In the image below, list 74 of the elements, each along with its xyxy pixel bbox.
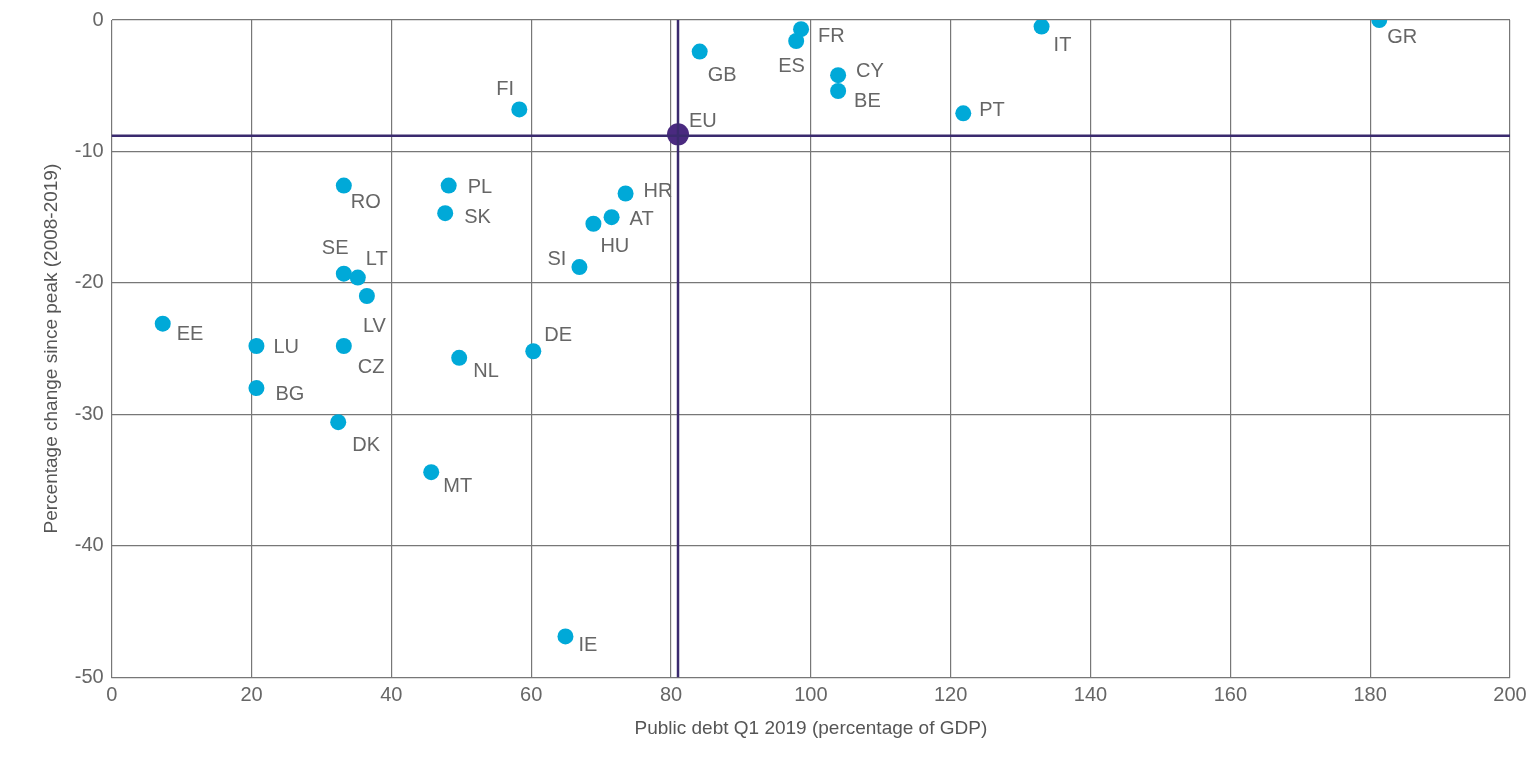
annotation: EU <box>689 108 717 131</box>
annotation: NL <box>473 359 499 382</box>
y-tick-label: -10 <box>74 138 104 161</box>
point <box>691 43 708 60</box>
x-axis-title: Public debt Q1 2019 (percentage of GDP) <box>634 716 988 738</box>
x-tick-label: 0 <box>106 682 118 705</box>
y-tick-label: -30 <box>74 401 104 424</box>
point <box>330 414 347 431</box>
x-tick-label: 100 <box>794 682 828 705</box>
point <box>335 337 352 354</box>
point <box>955 105 972 122</box>
annotation: RO <box>350 190 381 213</box>
point <box>1033 20 1050 35</box>
y-axis-title: Percentage change since peak (2008-2019) <box>39 163 61 534</box>
annotation: CZ <box>357 355 385 378</box>
y-tick-label: -50 <box>74 664 104 687</box>
y-tick-label: -40 <box>74 533 104 556</box>
annotation: LU <box>273 335 300 358</box>
annotation: GR <box>1387 24 1418 47</box>
x-tick-label: 120 <box>933 682 968 705</box>
point <box>585 215 602 232</box>
x-tick-label: 20 <box>240 682 263 705</box>
y-tick-label: 0 <box>92 7 104 30</box>
point <box>571 259 588 276</box>
x-tick-label: 60 <box>520 682 543 705</box>
point <box>335 177 352 194</box>
annotation: ES <box>778 53 805 76</box>
annotation: LT <box>365 247 388 270</box>
point <box>154 315 171 332</box>
annotation: GB <box>707 63 737 86</box>
point <box>440 177 457 194</box>
annotation: HU <box>600 234 630 257</box>
annotation: EE <box>176 322 204 345</box>
point <box>793 21 810 38</box>
x-tick-label: 140 <box>1073 682 1108 705</box>
annotation: CY <box>856 58 884 81</box>
annotation: FR <box>818 23 845 46</box>
x-tick-label: 160 <box>1213 682 1248 705</box>
annotation: PL <box>467 175 493 198</box>
annotation: LV <box>362 313 387 336</box>
point <box>830 82 847 99</box>
point <box>511 101 528 118</box>
annotation: DE <box>544 322 573 345</box>
annotation: FI <box>496 76 515 99</box>
x-tick-label: 180 <box>1353 682 1387 705</box>
point <box>335 265 352 282</box>
y-tick-label: -20 <box>74 270 104 293</box>
annotation: AT <box>629 206 654 229</box>
point <box>349 269 366 286</box>
annotation: PT <box>979 97 1005 120</box>
x-tick-label: 200 <box>1493 682 1527 705</box>
annotation: BG <box>275 381 305 404</box>
point <box>248 337 265 354</box>
annotation: MT <box>443 473 473 496</box>
x-tick-label: 40 <box>380 682 403 705</box>
annotation: IE <box>578 632 598 655</box>
annotation: DK <box>352 432 381 455</box>
point <box>437 205 454 222</box>
point <box>248 380 265 397</box>
annotation: SI <box>547 246 567 269</box>
annotation: SE <box>321 236 349 259</box>
annotation: IT <box>1053 33 1072 56</box>
point <box>603 209 620 226</box>
annotation: SK <box>464 204 492 227</box>
point <box>788 33 805 50</box>
annotation: BE <box>854 89 881 112</box>
point <box>451 349 468 366</box>
point <box>557 628 574 645</box>
point <box>423 464 440 481</box>
point <box>617 185 634 202</box>
point <box>358 288 375 305</box>
point <box>830 67 847 84</box>
point <box>525 343 542 360</box>
x-tick-label: 80 <box>659 682 683 705</box>
